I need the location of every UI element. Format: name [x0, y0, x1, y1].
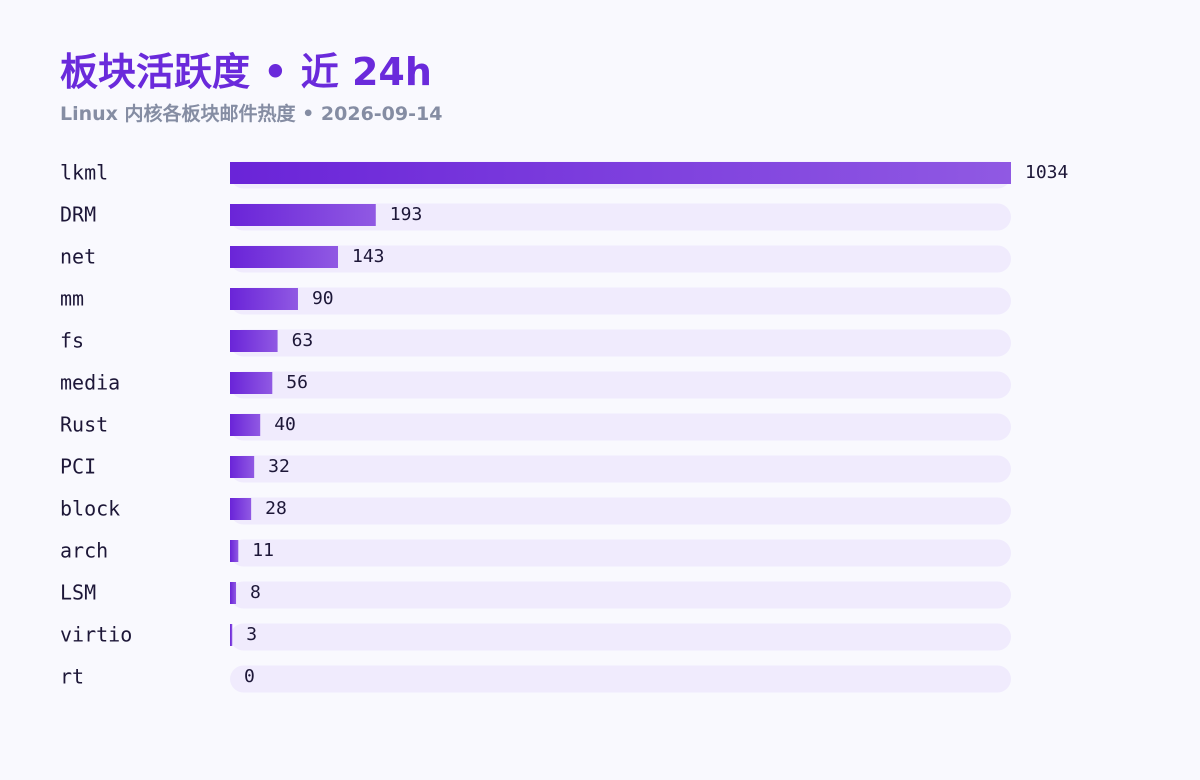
chart-subtitle: Linux 内核各板块邮件热度 • 2026-09-14 [60, 103, 443, 125]
category-label: PCI [60, 455, 96, 479]
bar-track [230, 329, 1011, 357]
category-label: LSM [60, 581, 96, 605]
bar [230, 372, 273, 394]
category-label: fs [60, 329, 84, 353]
bar-row: rt 0 [60, 665, 1011, 693]
bar [230, 624, 233, 646]
bar-row: block 28 [60, 497, 1011, 525]
bar [230, 540, 239, 562]
bar-row: LSM 8 [60, 581, 1011, 609]
bar [230, 498, 252, 520]
value-label: 3 [246, 624, 257, 645]
chart-title: 板块活跃度 • 近 24h [60, 50, 432, 94]
value-label: 56 [286, 372, 308, 393]
chart-header: 板块活跃度 • 近 24h Linux 内核各板块邮件热度 • 2026-09-… [60, 44, 442, 128]
category-label: rt [60, 665, 84, 689]
bar-row: DRM 193 [60, 203, 1011, 231]
value-label: 0 [244, 666, 255, 687]
bar-track [230, 497, 1011, 525]
category-label: DRM [60, 203, 96, 227]
bar-track [230, 413, 1011, 441]
bar-track [230, 539, 1011, 567]
value-label: 11 [252, 540, 274, 561]
bar-track [230, 245, 1011, 273]
bar-row: arch 11 [60, 539, 1011, 567]
bar-row: mm 90 [60, 287, 1011, 315]
bar-row: virtio 3 [60, 623, 1011, 651]
bar [230, 330, 278, 352]
value-label: 1034 [1025, 162, 1068, 183]
category-label: media [60, 371, 120, 395]
category-label: net [60, 245, 96, 269]
category-label: Rust [60, 413, 108, 437]
bar-track [230, 371, 1011, 399]
bar-track [230, 665, 1011, 693]
bar [230, 582, 237, 604]
value-label: 90 [312, 288, 334, 309]
bar [230, 414, 261, 436]
bar [230, 288, 298, 310]
bar-track [230, 203, 1011, 231]
bar [230, 204, 376, 226]
value-label: 193 [390, 204, 423, 225]
value-label: 28 [265, 498, 287, 519]
bar-row: lkml 1034 [60, 161, 1068, 189]
value-label: 8 [250, 582, 261, 603]
value-label: 143 [352, 246, 385, 267]
category-label: arch [60, 539, 108, 563]
bar-row: media 56 [60, 371, 1011, 399]
bar-row: net 143 [60, 245, 1011, 273]
bar-row: fs 63 [60, 329, 1011, 357]
value-label: 63 [292, 330, 314, 351]
category-label: virtio [60, 623, 132, 647]
bar-track [230, 581, 1011, 609]
bar [230, 162, 1011, 184]
bar-track [230, 623, 1011, 651]
bar [230, 456, 255, 478]
bar [230, 246, 339, 268]
bar-track [230, 455, 1011, 483]
value-label: 40 [274, 414, 296, 435]
value-label: 32 [268, 456, 290, 477]
category-label: block [60, 497, 120, 521]
category-label: lkml [60, 161, 108, 185]
bar-row: PCI 32 [60, 455, 1011, 483]
category-label: mm [60, 287, 84, 311]
bar-row: Rust 40 [60, 413, 1011, 441]
bar-track [230, 287, 1011, 315]
